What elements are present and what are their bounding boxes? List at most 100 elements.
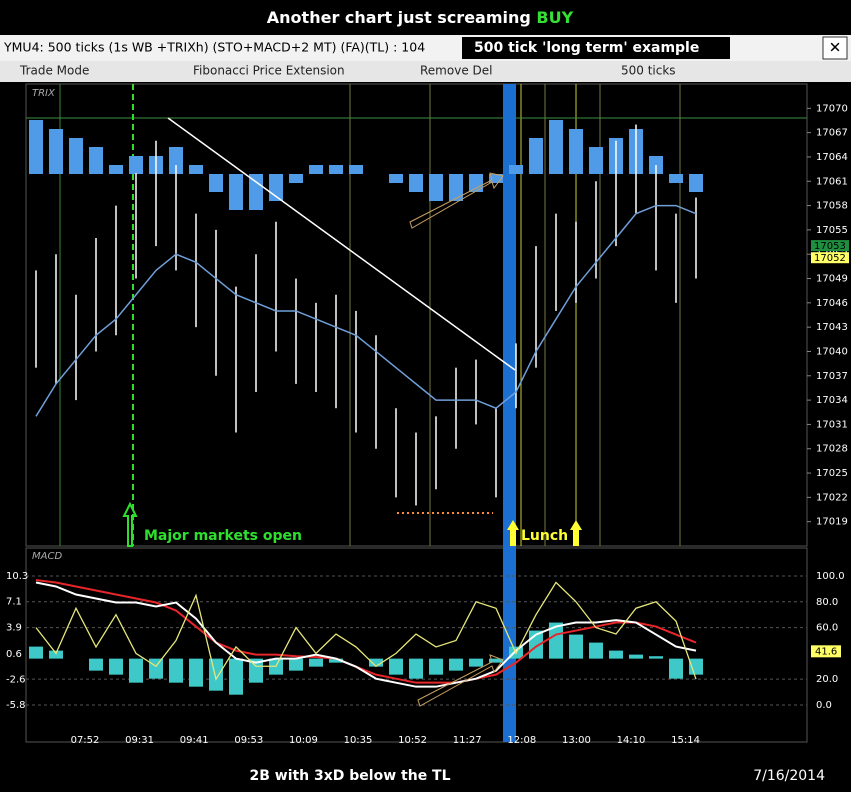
trend-line: [167, 117, 516, 371]
macd-bar: [289, 658, 303, 671]
trix-bar: [329, 165, 343, 174]
macd-bar: [669, 658, 683, 679]
macd-bar: [549, 622, 563, 659]
trix-bar: [429, 174, 443, 201]
time-label: 10:35: [344, 735, 373, 746]
trix-arrow: [409, 172, 504, 229]
y2-tick-label: 80.0: [816, 597, 838, 608]
window-caption: YMU4: 500 ticks (1s WB +TRIXh) (STO+MACD…: [3, 40, 425, 55]
toolbar-items: Trade Mode Fibonacci Price Extension Remov…: [19, 64, 676, 78]
open-arrow: [122, 501, 138, 547]
macd-bar: [589, 642, 603, 659]
y2-tick-label: 20.0: [816, 674, 838, 685]
y-tick-label: 17025: [816, 468, 848, 479]
footer-date: 7/16/2014: [753, 768, 825, 784]
note-strip: [462, 37, 730, 59]
macd-bar: [429, 658, 443, 675]
y-tick-label: 17043: [816, 322, 848, 333]
macd-bar: [409, 658, 423, 679]
trix-bar: [209, 174, 223, 192]
y2-tick-label: 100.0: [816, 571, 845, 582]
y-tick-label: 17031: [816, 419, 848, 430]
y-tick-label: 17046: [816, 298, 848, 309]
macd-bar: [109, 658, 123, 675]
macd-bar: [369, 658, 383, 667]
time-axis: 07:52 09:31 09:41 09:53 10:09 10:35 10:52 11:27…: [71, 735, 700, 746]
trix-bar: [49, 129, 63, 174]
macd-arrow: [417, 654, 504, 707]
trix-bar: [109, 165, 123, 174]
toolbar: [0, 61, 851, 82]
price-marker-label: 17052: [814, 253, 846, 264]
y-tick-label: 17019: [816, 517, 848, 528]
macd-bar: [489, 658, 503, 663]
price-marker: [811, 240, 849, 252]
macd-bar: [169, 658, 183, 683]
macd-bar: [609, 650, 623, 659]
time-label: 12:08: [507, 735, 536, 746]
time-label: 15:14: [671, 735, 700, 746]
trix-bar: [69, 138, 83, 174]
price-chart: 17070 17067 17064 17061 17058 17055 17052 17049…: [29, 103, 849, 528]
time-label: 09:53: [234, 735, 263, 746]
y-tick-label: 17064: [816, 152, 848, 163]
indicator-line: [35, 581, 697, 688]
macd-bar: [329, 658, 343, 663]
macd-bar: [49, 650, 63, 659]
time-label: 11:27: [453, 735, 482, 746]
toolbar-item[interactable]: Trade Mode: [19, 64, 89, 78]
banner-title: Another chart just screaming BUY: [267, 8, 574, 27]
trix-bar: [569, 129, 583, 174]
trix-bar: [229, 174, 243, 210]
trix-bar: [449, 174, 463, 201]
trix-bar: [289, 174, 303, 183]
y-tick-label: 17022: [816, 492, 848, 503]
macd-bar: [189, 658, 203, 687]
toolbar-item[interactable]: 500 ticks: [621, 64, 676, 78]
y-tick-label: 17058: [816, 201, 848, 212]
macd-bar: [89, 658, 103, 671]
time-label: 07:52: [71, 735, 100, 746]
macd-bar: [249, 658, 263, 683]
y-tick-label: -2.6: [6, 674, 26, 685]
trix-bar: [169, 147, 183, 174]
title-highlight: BUY: [536, 8, 573, 27]
y-tick-label: -5.8: [6, 700, 26, 711]
trix-bar: [129, 156, 143, 174]
title-text: Another chart just screaming: [267, 8, 531, 27]
trix-bar: [409, 174, 423, 192]
toolbar-item[interactable]: Fibonacci Price Extension: [193, 64, 345, 78]
window-note: 500 tick 'long term' example: [474, 40, 699, 56]
y-tick-label: 10.3: [6, 571, 28, 582]
y-tick-label: 17028: [816, 444, 848, 455]
highlight-band: [503, 84, 516, 742]
y-tick-label: 7.1: [6, 597, 22, 608]
close-icon[interactable]: ✕: [829, 39, 842, 57]
trix-bar: [529, 138, 543, 174]
y-tick-label: 17049: [816, 274, 848, 285]
close-button[interactable]: [822, 36, 848, 60]
macd-bar: [209, 658, 223, 691]
y2-tick-label: 0.0: [816, 700, 832, 711]
indicator-line: [35, 579, 697, 684]
time-label: 09:41: [180, 735, 209, 746]
time-label: 09:31: [125, 735, 154, 746]
lunch-arrow: [507, 520, 519, 546]
trix-bar: [189, 165, 203, 174]
time-label: 13:00: [562, 735, 591, 746]
trix-bar: [689, 174, 703, 192]
panel-label: TRIX: [32, 88, 56, 99]
toolbar-item[interactable]: Remove Del: [420, 64, 492, 78]
trix-bar: [309, 165, 323, 174]
annotation: Major markets open: [144, 528, 302, 544]
macd-bar: [649, 656, 663, 659]
value-marker-label: 41.6: [815, 646, 837, 657]
macd-bar: [629, 654, 643, 659]
y-tick-label: 17037: [816, 371, 848, 382]
time-label: 14:10: [617, 735, 646, 746]
y-tick-label: 17070: [816, 103, 848, 114]
trix-bar: [89, 147, 103, 174]
indicator-line: [35, 581, 697, 681]
lunch-arrow: [570, 520, 582, 546]
trix-bar: [249, 174, 263, 210]
